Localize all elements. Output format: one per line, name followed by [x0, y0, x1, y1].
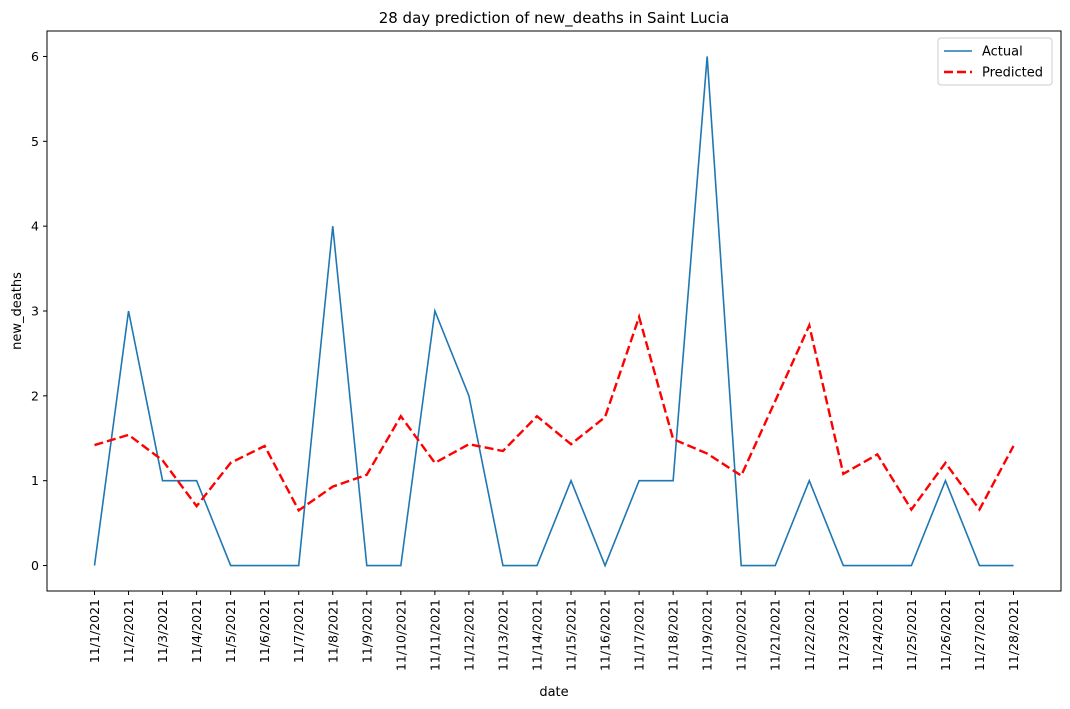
x-tick-label: 11/27/2021	[972, 599, 987, 671]
x-tick-label: 11/3/2021	[155, 599, 170, 663]
x-axis-title: date	[539, 685, 568, 700]
plot-frame	[46, 30, 1062, 592]
x-tick-label: 11/11/2021	[427, 599, 442, 671]
x-tick-label: 11/6/2021	[257, 599, 272, 663]
y-tick-label: 4	[31, 219, 39, 234]
x-tick-label: 11/10/2021	[393, 599, 408, 671]
y-tick-label: 0	[31, 558, 39, 573]
x-tick-label: 11/18/2021	[666, 599, 681, 671]
y-axis-title: new_deaths	[10, 272, 25, 350]
x-tick-label: 11/13/2021	[495, 599, 510, 671]
legend-label-predicted: Predicted	[982, 66, 1043, 81]
x-tick-label: 11/14/2021	[529, 599, 544, 671]
legend-label-actual: Actual	[982, 45, 1023, 60]
x-tick-label: 11/15/2021	[564, 599, 579, 671]
x-tick-label: 11/2/2021	[121, 599, 136, 663]
x-tick-label: 11/22/2021	[802, 599, 817, 671]
x-tick-label: 11/28/2021	[1006, 599, 1021, 671]
x-tick-label: 11/4/2021	[189, 599, 204, 663]
legend-box	[937, 37, 1053, 86]
x-tick-label: 11/7/2021	[291, 599, 306, 663]
x-tick-label: 11/16/2021	[598, 599, 613, 671]
x-tick-label: 11/8/2021	[325, 599, 340, 663]
x-tick-label: 11/25/2021	[904, 599, 919, 671]
x-tick-label: 11/1/2021	[87, 599, 102, 663]
series-line-predicted	[94, 312, 1015, 513]
legend: Actual Predicted	[937, 37, 1053, 86]
x-tick-label: 11/19/2021	[700, 599, 715, 671]
x-tick-label: 11/17/2021	[632, 599, 647, 671]
y-tick-label: 5	[31, 134, 39, 149]
series-line-actual	[93, 56, 1014, 568]
y-tick-label: 1	[31, 473, 39, 488]
y-tick-label: 6	[31, 49, 39, 64]
x-tick-label: 11/5/2021	[223, 599, 238, 663]
x-tick-label: 11/26/2021	[938, 599, 953, 671]
chart-title: 28 day prediction of new_deaths in Saint…	[379, 9, 730, 28]
x-tick-label: 11/21/2021	[768, 599, 783, 671]
x-tick-label: 11/24/2021	[870, 599, 885, 671]
x-tick-label: 11/9/2021	[359, 599, 374, 663]
x-tick-label: 11/20/2021	[734, 599, 749, 671]
y-tick-label: 3	[31, 304, 39, 319]
plot-area: 0 1 2 3 4 5 6 11/1/2021 11/2/2021 11/3/2021 11/4/2…	[31, 30, 1062, 671]
x-tick-label: 11/12/2021	[461, 599, 476, 671]
y-tick-label: 2	[31, 388, 39, 403]
x-tick-label: 11/23/2021	[836, 599, 851, 671]
